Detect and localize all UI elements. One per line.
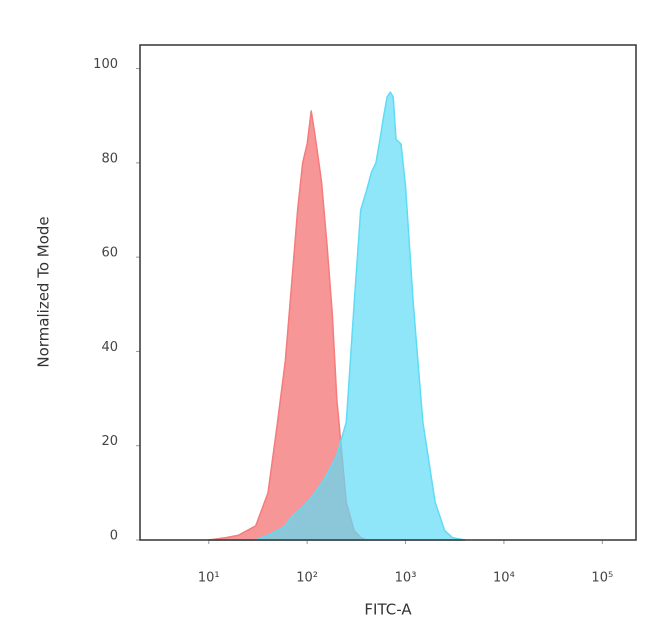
y-tick-label: 0: [110, 529, 118, 544]
y-axis-label: Normalized To Mode: [35, 216, 53, 367]
y-tick-label: 40: [101, 340, 118, 355]
y-tick-label: 60: [101, 246, 118, 261]
x-axis-label: FITC-A: [364, 601, 412, 619]
y-tick-label: 80: [101, 151, 118, 166]
plot-frame: [139, 44, 637, 541]
histogram-area: [208, 91, 466, 541]
x-tick-label: 10¹: [198, 571, 220, 586]
x-tick-label: 10²: [296, 571, 318, 586]
x-tick-label: 10⁴: [493, 571, 515, 586]
y-tick-label: 100: [93, 57, 118, 72]
x-tick-label: 10³: [395, 571, 417, 586]
y-tick-label: 20: [101, 434, 118, 449]
x-tick-label: 10⁵: [591, 571, 613, 586]
